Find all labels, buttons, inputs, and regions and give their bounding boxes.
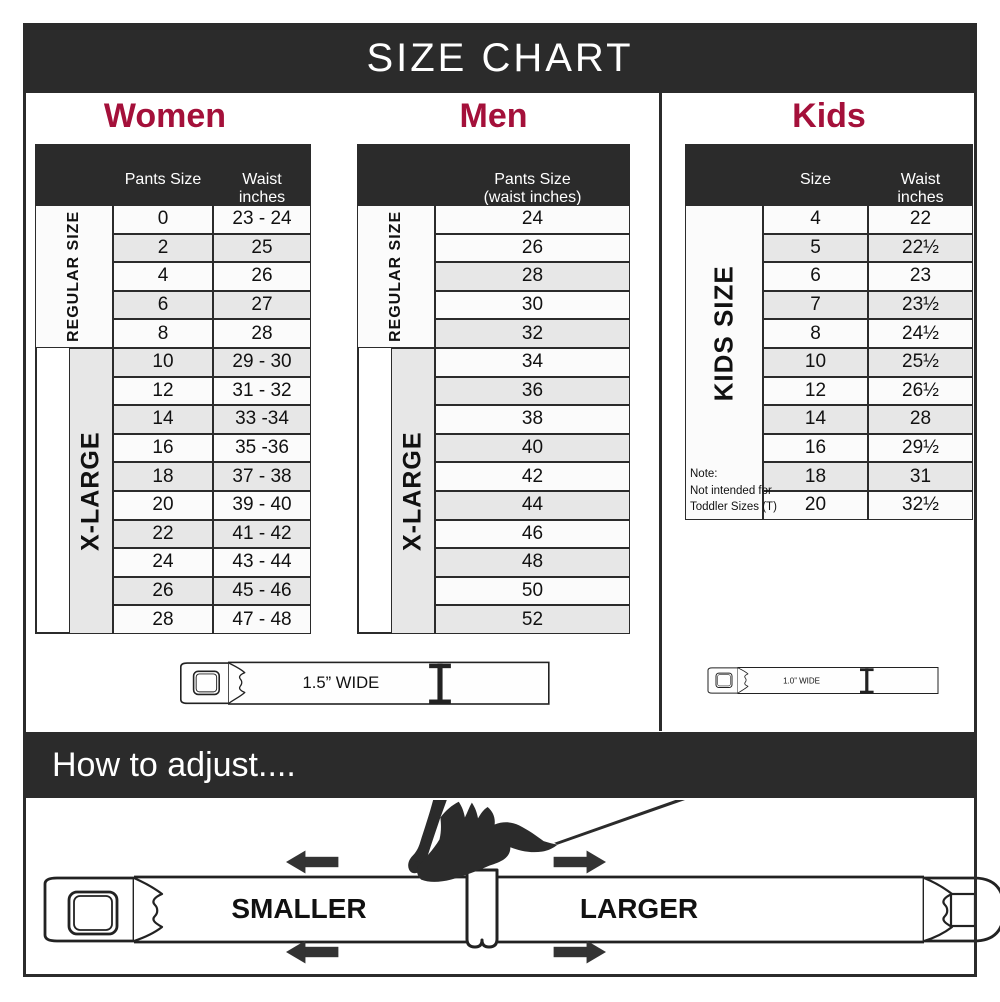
svg-text:1.5” WIDE: 1.5” WIDE (303, 673, 380, 692)
svg-text:1.0” WIDE: 1.0” WIDE (783, 677, 820, 686)
svg-text:SMALLER: SMALLER (231, 893, 366, 924)
